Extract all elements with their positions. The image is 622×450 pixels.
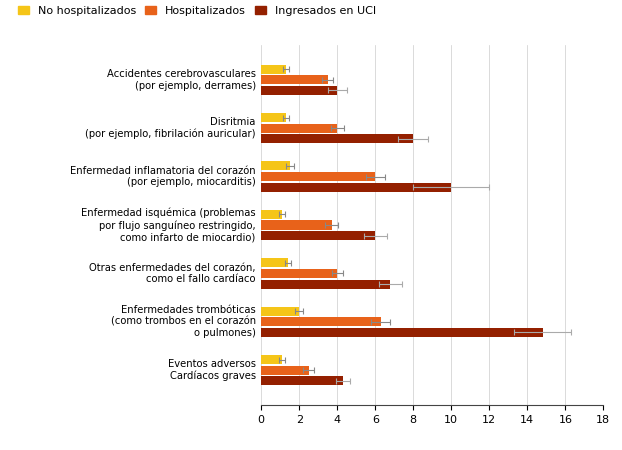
- Bar: [261, 231, 375, 240]
- Bar: [261, 124, 337, 133]
- Bar: [261, 210, 282, 219]
- Bar: [261, 135, 413, 144]
- Bar: [261, 258, 288, 267]
- Bar: [261, 376, 343, 385]
- Bar: [261, 317, 381, 326]
- Bar: [261, 269, 337, 278]
- Bar: [261, 162, 290, 171]
- Bar: [261, 75, 328, 84]
- Bar: [261, 220, 332, 230]
- Bar: [261, 306, 299, 315]
- Legend: No hospitalizados, Hospitalizados, Ingresados en UCI: No hospitalizados, Hospitalizados, Ingre…: [18, 5, 376, 16]
- Bar: [261, 328, 542, 337]
- Bar: [261, 172, 375, 181]
- Bar: [261, 366, 309, 375]
- Bar: [261, 279, 391, 288]
- Bar: [261, 355, 282, 364]
- Bar: [261, 86, 337, 95]
- Bar: [261, 65, 286, 74]
- Bar: [261, 183, 452, 192]
- Bar: [261, 113, 286, 122]
